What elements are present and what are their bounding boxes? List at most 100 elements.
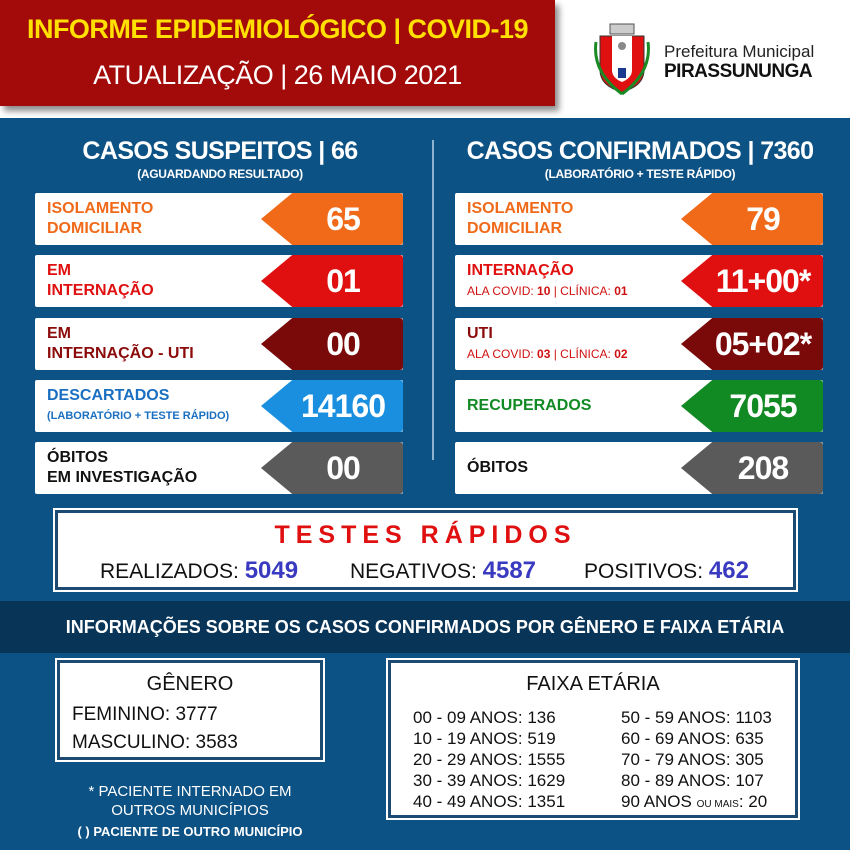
suspeitos-header: CASOS SUSPEITOS | 66 (AGUARDANDO RESULTA… (20, 137, 420, 181)
negativos-label: NEGATIVOS: (350, 560, 483, 583)
city-name: PIRASSUNUNGA (664, 61, 813, 82)
suspeitos-title: CASOS SUSPEITOS | 66 (82, 137, 358, 165)
value-arrow (261, 380, 403, 432)
sub-text: | CLÍNICA: (550, 284, 615, 298)
card-label-line: (LABORATÓRIO + TESTE RÁPIDO) (47, 410, 230, 422)
positivos-value: 462 (708, 557, 749, 584)
sub-value: 01 (614, 284, 628, 298)
confirmados-card: INTERNAÇÃO ALA COVID: 10 | CLÍNICA: 01 11+… (455, 255, 823, 307)
card-label-line: DESCARTADOS (47, 387, 170, 404)
value-arrow (681, 255, 823, 307)
footnote-parenthesis: ( ) PACIENTE DE OUTRO MUNICÍPIO (77, 824, 303, 839)
card-value: 79 (746, 201, 781, 237)
sub-value: 03 (537, 347, 551, 361)
card-label-line: UTI (467, 325, 493, 342)
card-label-line: ISOLAMENTO (47, 200, 154, 217)
confirmados-title: CASOS CONFIRMADOS | 7360 (466, 137, 814, 165)
realizados-value: 5049 (244, 557, 299, 584)
card-value: 208 (737, 450, 789, 486)
suspeitos-subtitle: (AGUARDANDO RESULTADO) (137, 167, 303, 181)
card-label-line: EM (47, 325, 71, 342)
card-label-line: ÓBITOS (47, 449, 109, 466)
card-value: 01 (326, 263, 361, 299)
value-arrow (261, 318, 403, 370)
genero-title: GÊNERO (146, 673, 234, 695)
card-value: 11+00* (715, 263, 812, 299)
faixa-last-c: : 20 (738, 792, 768, 811)
suspeitos-card: ÓBITOS EM INVESTIGAÇÃO 00 (35, 442, 403, 494)
card-value: 00 (326, 450, 361, 486)
card-label: INTERNAÇÃO ALA COVID: 10 | CLÍNICA: 01 (467, 261, 628, 301)
realizados: REALIZADOS: 5049 (100, 557, 298, 585)
card-value: 00 (326, 326, 361, 362)
suspeitos-card: EM INTERNAÇÃO 01 (35, 255, 403, 307)
faixa-etaria-box: FAIXA ETÁRIA 00 - 09 ANOS: 136 10 - 19 A… (386, 658, 800, 820)
value-arrow (681, 380, 823, 432)
value-arrow (261, 255, 403, 307)
sub-text: ALA COVID: (467, 347, 538, 361)
suspeitos-card: DESCARTADOS (LABORATÓRIO + TESTE RÁPIDO) 1… (35, 380, 403, 432)
card-value: 05+02* (714, 326, 812, 362)
sub-text: ALA COVID: (467, 284, 538, 298)
card-label: EM INTERNAÇÃO (47, 261, 154, 301)
card-label-line: DOMICILIAR (467, 220, 563, 237)
faixa-item: 60 - 69 ANOS: 635 (621, 729, 764, 748)
column-divider (432, 140, 434, 460)
confirmados-subtitle: (LABORATÓRIO + TESTE RÁPIDO) (544, 167, 736, 181)
footnote-line: * PACIENTE INTERNADO EM (88, 783, 292, 800)
card-label: ISOLAMENTO DOMICILIAR (47, 199, 153, 239)
card-label-line: EM INVESTIGAÇÃO (47, 469, 198, 486)
faixa-item: 40 - 49 ANOS: 1351 (413, 792, 566, 811)
confirmados-card: ISOLAMENTO DOMICILIAR 79 (455, 193, 823, 245)
confirmados-header: CASOS CONFIRMADOS | 7360 (LABORATÓRIO + … (440, 137, 840, 181)
org-name: Prefeitura Municipal (664, 42, 815, 61)
card-sub: ALA COVID: 03 | CLÍNICA: 02 (467, 344, 628, 364)
confirmados-card: RECUPERADOS 7055 (455, 380, 823, 432)
section-band: INFORMAÇÕES SOBRE OS CASOS CONFIRMADOS P… (0, 601, 850, 653)
genero-box: GÊNERO FEMININO: 3777 MASCULINO: 3583 (55, 658, 325, 762)
positivos: POSITIVOS: 462 (584, 557, 749, 585)
value-arrow (261, 193, 403, 245)
footnote-line: OUTROS MUNICÍPIOS (111, 802, 269, 819)
testes-rapidos-box: TESTES RÁPIDOS REALIZADOS: 5049 NEGATIVO… (53, 508, 798, 592)
faixa-item: 10 - 19 ANOS: 519 (413, 729, 556, 748)
sub-value: 02 (614, 347, 628, 361)
feminino: FEMININO: 3777 (72, 704, 218, 725)
faixa-right-col: 50 - 59 ANOS: 1103 60 - 69 ANOS: 635 70 … (621, 707, 772, 815)
card-label-line: ISOLAMENTO (467, 200, 574, 217)
coat-of-arms-icon (594, 23, 650, 96)
faixa-last-b: OU MAIS (696, 799, 739, 810)
card-label: ÓBITOS EM INVESTIGAÇÃO (47, 448, 197, 488)
card-label-line: DOMICILIAR (47, 220, 143, 237)
value-arrow (681, 193, 823, 245)
card-label-line: RECUPERADOS (467, 397, 592, 414)
card-label: DESCARTADOS (LABORATÓRIO + TESTE RÁPIDO) (47, 386, 229, 426)
suspeitos-card: ISOLAMENTO DOMICILIAR 65 (35, 193, 403, 245)
footnote-asterisk: * PACIENTE INTERNADO EM OUTROS MUNICÍPIO… (50, 782, 330, 820)
faixa-title: FAIXA ETÁRIA (526, 673, 660, 695)
card-label: ÓBITOS (467, 458, 528, 478)
negativos-value: 4587 (482, 557, 537, 584)
faixa-item: 20 - 29 ANOS: 1555 (413, 750, 566, 769)
confirmados-card: ÓBITOS 208 (455, 442, 823, 494)
masculino: MASCULINO: 3583 (72, 732, 238, 753)
testes-title: TESTES RÁPIDOS (274, 521, 577, 549)
value-arrow (261, 442, 403, 494)
value-arrow (681, 442, 823, 494)
value-arrow (681, 318, 823, 370)
faixa-item: 50 - 59 ANOS: 1103 (621, 708, 772, 727)
confirmados-card: UTI ALA COVID: 03 | CLÍNICA: 02 05+02* (455, 318, 823, 370)
card-label-line: INTERNAÇÃO (47, 282, 154, 299)
card-value: 14160 (301, 388, 386, 424)
positivos-label: POSITIVOS: (584, 560, 709, 583)
faixa-last-a: 90 ANOS (621, 792, 697, 811)
card-sub: ALA COVID: 10 | CLÍNICA: 01 (467, 281, 628, 301)
card-value: 65 (326, 201, 361, 237)
suspeitos-card: EM INTERNAÇÃO - UTI 00 (35, 318, 403, 370)
card-label: RECUPERADOS (467, 396, 591, 416)
card-value: 7055 (729, 388, 797, 424)
card-label-line: INTERNAÇÃO - UTI (47, 345, 194, 362)
report-title: INFORME EPIDEMIOLÓGICO | COVID-19 (26, 14, 529, 44)
faixa-left-col: 00 - 09 ANOS: 136 10 - 19 ANOS: 519 20 -… (413, 707, 565, 812)
sub-text: | CLÍNICA: (550, 347, 615, 361)
